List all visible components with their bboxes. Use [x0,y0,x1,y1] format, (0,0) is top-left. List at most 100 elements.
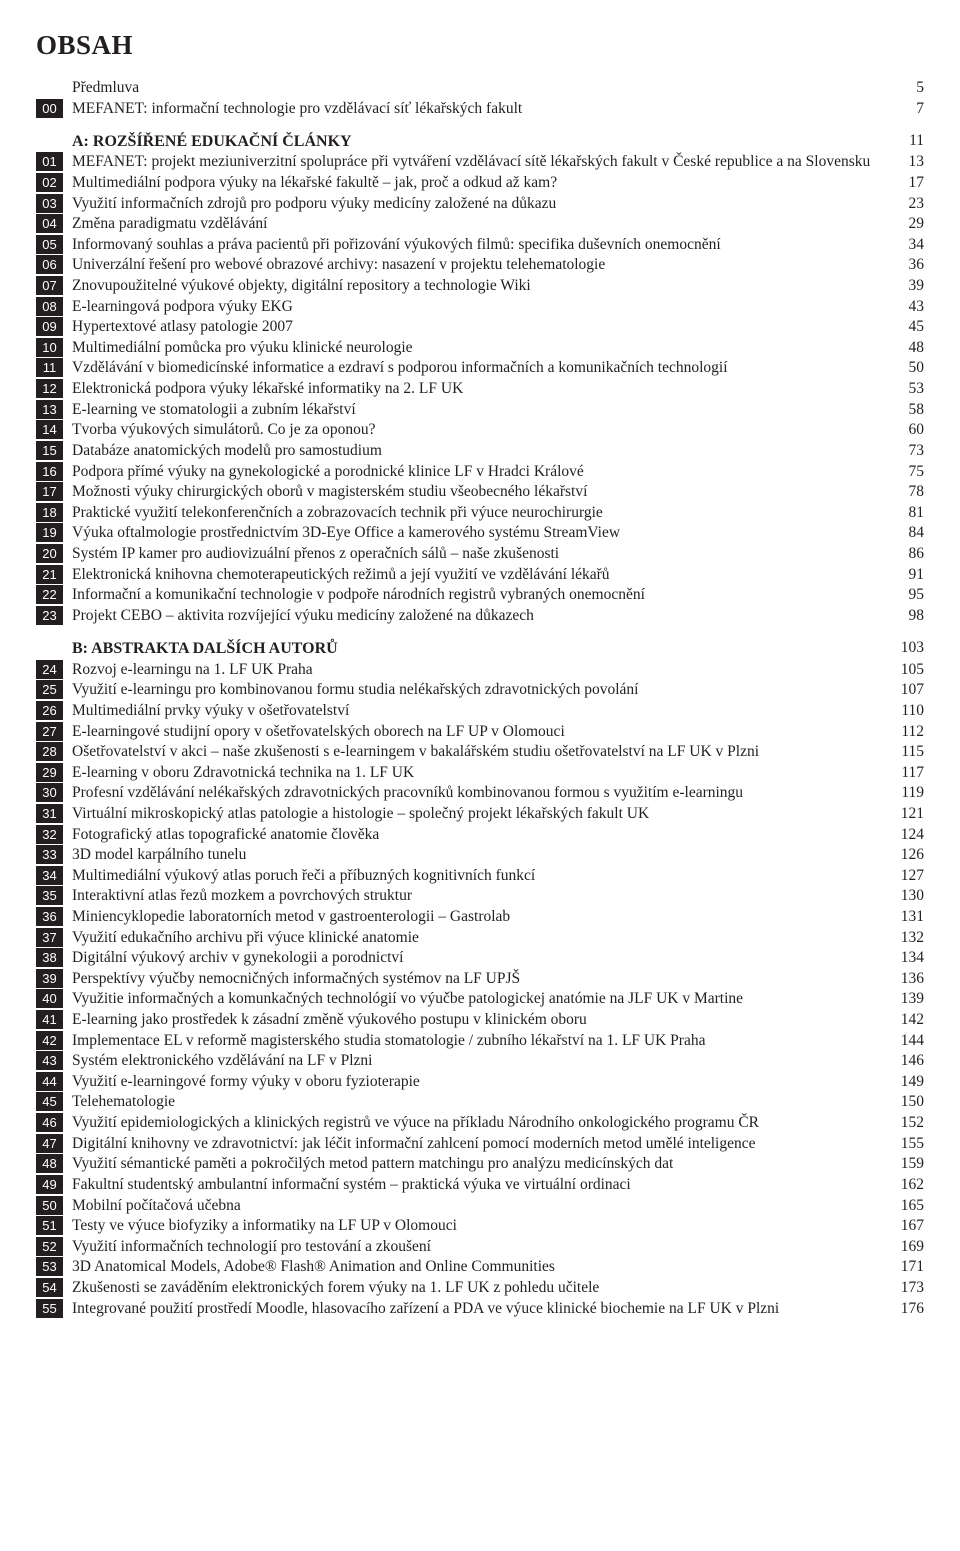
toc-row: 40Využitie informačných a komunkačných t… [36,989,924,1010]
entry-number-badge: 08 [36,297,63,316]
entry-number-badge: 04 [36,214,63,233]
toc-row: 37Využití edukačního archivu při výuce k… [36,928,924,949]
toc-row: 52Využití informačních technologií pro t… [36,1237,924,1258]
entry-page: 60 [884,420,924,441]
entry-title: E-learning v oboru Zdravotnická technika… [66,763,884,784]
entry-title: Virtuální mikroskopický atlas patologie … [66,804,884,825]
section-a-title: A: ROZŠÍŘENÉ EDUKAČNÍ ČLÁNKY [66,131,884,152]
entry-title: E-learning ve stomatologii a zubním léka… [66,400,884,421]
entry-page: 23 [884,194,924,215]
entry-title: Univerzální řešení pro webové obrazové a… [66,255,884,276]
page-heading: OBSAH [36,28,924,64]
entry-number-badge: 55 [36,1299,63,1318]
entry-number-badge: 30 [36,783,63,802]
entry-title: Využití informačních zdrojů pro podporu … [66,194,884,215]
entry-title: Digitální výukový archiv v gynekologii a… [66,948,884,969]
entry-number-badge: 02 [36,173,63,192]
entry-number-badge: 32 [36,825,63,844]
entry-title: Ošetřovatelství v akci – naše zkušenosti… [66,742,884,763]
toc-row: 42Implementace EL v reformě magisterskéh… [36,1031,924,1052]
entry-number-badge: 20 [36,544,63,563]
toc-row: 41E-learning jako prostředek k zásadní z… [36,1010,924,1031]
entry-page: 121 [884,804,924,825]
entry-title: Multimediální prvky výuky v ošetřovatels… [66,701,884,722]
entry-number-badge: 13 [36,400,63,419]
entry-number-badge: 51 [36,1216,63,1235]
entry-page: 127 [884,866,924,887]
entry-title: Digitální knihovny ve zdravotnictví: jak… [66,1134,884,1155]
toc-row: 36Miniencyklopedie laboratorních metod v… [36,907,924,928]
entry-page: 43 [884,297,924,318]
toc-row: 51Testy ve výuce biofyziky a informatiky… [36,1216,924,1237]
entry-number-badge: 40 [36,989,63,1008]
entry-title: Testy ve výuce biofyziky a informatiky n… [66,1216,884,1237]
entry-number-badge: 16 [36,462,63,481]
toc-row: 45Telehematologie150 [36,1092,924,1113]
toc-row: 55Integrované použití prostředí Moodle, … [36,1299,924,1320]
entry-number-badge: 42 [36,1031,63,1050]
entry-number-badge: 28 [36,742,63,761]
entry-title: Integrované použití prostředí Moodle, hl… [66,1299,884,1320]
toc-row: 43Systém elektronického vzdělávání na LF… [36,1051,924,1072]
entry-title: Možnosti výuky chirurgických oborů v mag… [66,482,884,503]
entry-number-badge: 38 [36,948,63,967]
entry-page: 136 [884,969,924,990]
entry-title: Systém IP kamer pro audiovizuální přenos… [66,544,884,565]
entry-title: Využití sémantické paměti a pokročilých … [66,1154,884,1175]
entry-page: 134 [884,948,924,969]
entry-page: 146 [884,1051,924,1072]
entry-title: Zkušenosti se zaváděním elektronických f… [66,1278,884,1299]
toc-row: 533D Anatomical Models, Adobe® Flash® An… [36,1257,924,1278]
toc-row: 333D model karpálního tunelu126 [36,845,924,866]
entry-page: 150 [884,1092,924,1113]
toc-row: 03Využití informačních zdrojů pro podpor… [36,194,924,215]
entry-title: Interaktivní atlas řezů mozkem a povrcho… [66,886,884,907]
entry-page: 50 [884,358,924,379]
toc-row: 54Zkušenosti se zaváděním elektronických… [36,1278,924,1299]
entry-page: 58 [884,400,924,421]
entry-title: Využitie informačných a komunkačných tec… [66,989,884,1010]
toc-row: 31Virtuální mikroskopický atlas patologi… [36,804,924,825]
toc-row: 18Praktické využití telekonferenčních a … [36,503,924,524]
section-a-list: 01MEFANET: projekt meziuniverzitní spolu… [36,152,924,626]
entry-title: Rozvoj e-learningu na 1. LF UK Praha [66,660,884,681]
entry-title: Využití informačních technologií pro tes… [66,1237,884,1258]
entry-number-badge: 41 [36,1010,63,1029]
toc-row: Předmluva5 [36,78,924,99]
section-b-page: 103 [884,638,924,659]
entry-number-badge: 05 [36,235,63,254]
entry-number-badge: 52 [36,1237,63,1256]
entry-number-badge: 03 [36,194,63,213]
entry-number-badge: 07 [36,276,63,295]
entry-number-badge: 12 [36,379,63,398]
entry-title: Systém elektronického vzdělávání na LF v… [66,1051,884,1072]
toc-row: 16Podpora přímé výuky na gynekologické a… [36,462,924,483]
entry-page: 139 [884,989,924,1010]
entry-page: 29 [884,214,924,235]
toc-row: 05Informovaný souhlas a práva pacientů p… [36,235,924,256]
toc-row: 38Digitální výukový archiv v gynekologii… [36,948,924,969]
entry-number-badge: 00 [36,99,63,118]
entry-page: 142 [884,1010,924,1031]
entry-page: 73 [884,441,924,462]
entry-number-badge: 06 [36,255,63,274]
entry-page: 119 [884,783,924,804]
entry-page: 36 [884,255,924,276]
entry-page: 13 [884,152,924,173]
entry-number-badge: 23 [36,606,63,625]
section-a-page: 11 [884,131,924,152]
toc-row: 25Využití e-learningu pro kombinovanou f… [36,680,924,701]
entry-number-badge: 37 [36,928,63,947]
section-b-header: B: ABSTRAKTA DALŠÍCH AUTORŮ 103 [36,638,924,659]
entry-page: 7 [884,99,924,120]
entry-title: Využití edukačního archivu při výuce kli… [66,928,884,949]
toc-row: 10Multimediální pomůcka pro výuku klinic… [36,338,924,359]
toc-row: 20Systém IP kamer pro audiovizuální přen… [36,544,924,565]
entry-title: Využití e-learningu pro kombinovanou for… [66,680,884,701]
toc-row: 39Perspektívy výučby nemocničných inform… [36,969,924,990]
entry-title: E-learningové studijní opory v ošetřovat… [66,722,884,743]
entry-page: 98 [884,606,924,627]
toc-row: 14Tvorba výukových simulátorů. Co je za … [36,420,924,441]
entry-title: E-learningová podpora výuky EKG [66,297,884,318]
entry-number-badge: 49 [36,1175,63,1194]
